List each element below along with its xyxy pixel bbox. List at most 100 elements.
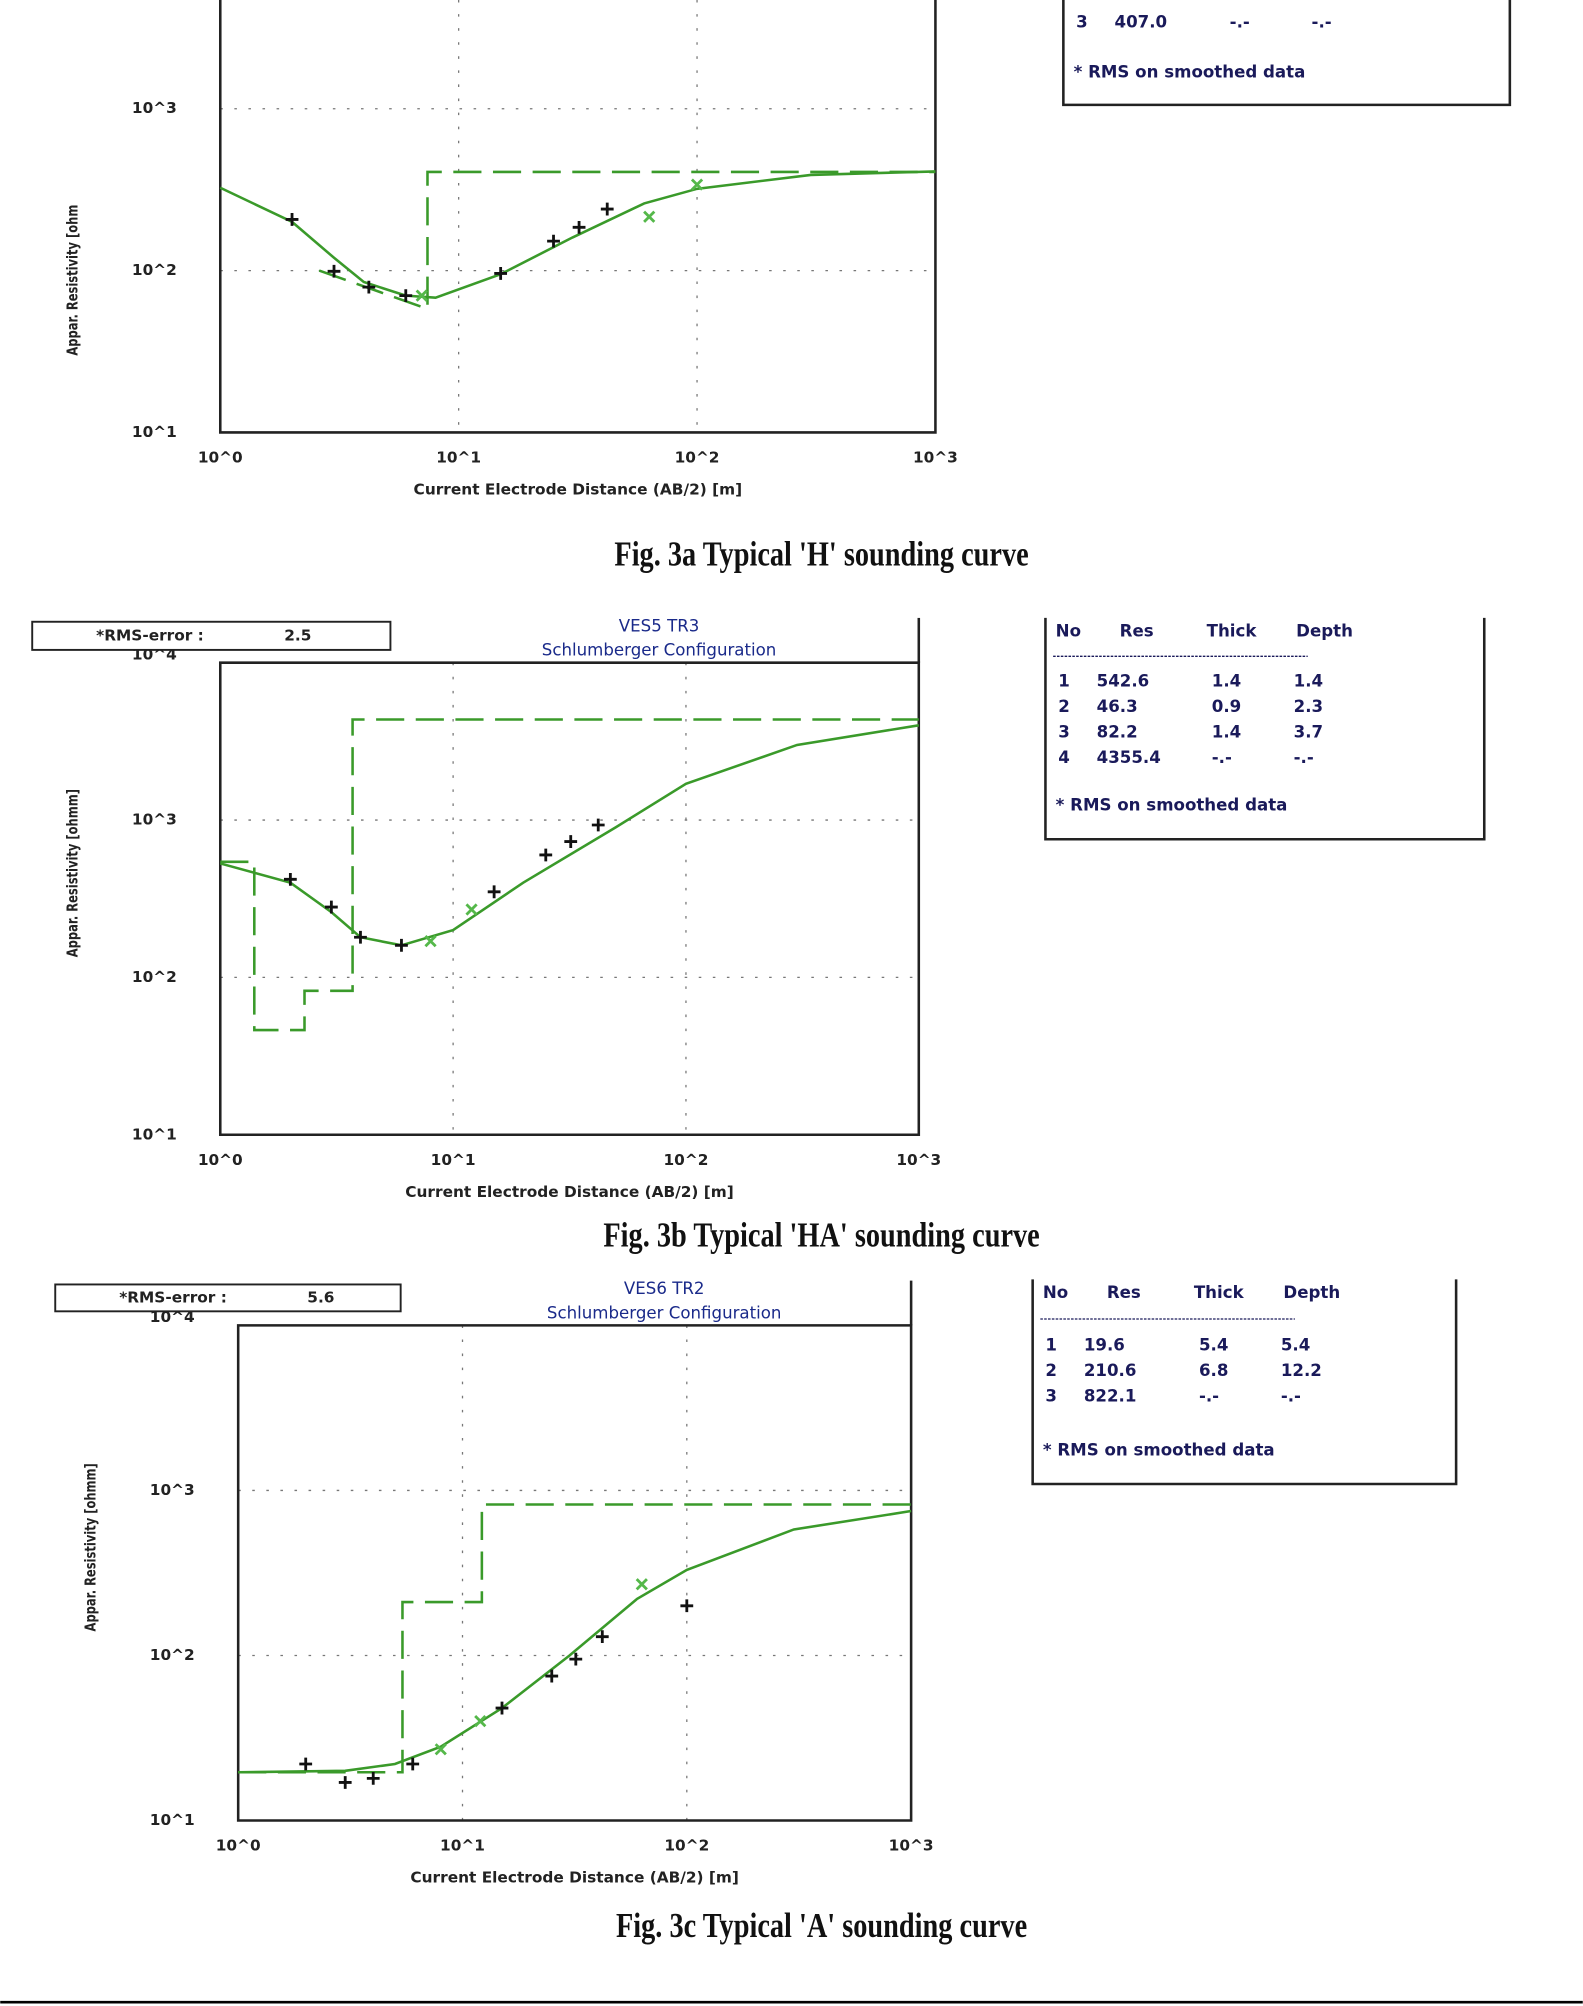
model-curve bbox=[238, 1509, 912, 1774]
smoothed-point bbox=[635, 1578, 648, 1591]
table-header: Thick bbox=[1207, 621, 1258, 640]
table-cell: 5.4 bbox=[1281, 1335, 1310, 1354]
table-cell: 2 bbox=[1045, 1361, 1057, 1380]
table-note: * RMS on smoothed data bbox=[1074, 62, 1306, 81]
table-header: Res bbox=[1120, 621, 1154, 640]
field-point bbox=[324, 900, 338, 914]
field-point bbox=[600, 202, 614, 216]
rms-box bbox=[54, 1283, 402, 1313]
table-cell: -.- bbox=[1312, 13, 1332, 32]
y-axis-label: Appar. Resistivity [ohmm] bbox=[82, 1463, 100, 1631]
y-tick-label: 10^1 bbox=[150, 1811, 195, 1829]
field-point bbox=[545, 1669, 559, 1683]
field-point bbox=[338, 1776, 352, 1789]
table-cell: 210.6 bbox=[1084, 1361, 1137, 1380]
x-tick-label: 10^2 bbox=[664, 1837, 709, 1855]
field-point bbox=[399, 289, 413, 303]
smoothed-point bbox=[643, 210, 656, 223]
table-header: No bbox=[1043, 1283, 1068, 1302]
table-note: * RMS on smoothed data bbox=[1056, 795, 1288, 814]
layer-model bbox=[318, 170, 936, 311]
table-cell: -.- bbox=[1281, 1387, 1301, 1406]
table-cell: 1 bbox=[1045, 1335, 1057, 1354]
table-box bbox=[1062, 0, 1512, 107]
table-cell: 3 bbox=[1058, 723, 1070, 742]
table-cell: 407.0 bbox=[1115, 13, 1168, 32]
field-point bbox=[406, 1757, 420, 1771]
y-tick-label: 10^2 bbox=[132, 261, 177, 279]
x-tick-label: 10^3 bbox=[896, 1151, 941, 1169]
rms-value: 2.5 bbox=[284, 626, 311, 644]
table-box bbox=[1044, 617, 1486, 841]
table-cell: 2.3 bbox=[1294, 697, 1323, 716]
field-point bbox=[354, 930, 367, 944]
x-tick-label: 10^1 bbox=[431, 1151, 476, 1169]
x-tick-label: 10^3 bbox=[913, 449, 958, 467]
smoothed-point bbox=[415, 289, 428, 302]
x-tick-label: 10^2 bbox=[675, 449, 720, 467]
rms-label: *RMS-error : bbox=[96, 626, 204, 644]
table-cell: 19.6 bbox=[1084, 1335, 1125, 1354]
smoothed-point bbox=[424, 935, 437, 948]
field-point bbox=[547, 234, 560, 248]
table-cell: -.- bbox=[1294, 748, 1314, 767]
table-cell: 1.4 bbox=[1212, 671, 1241, 690]
smoothed-point bbox=[465, 903, 478, 916]
y-tick-label: 10^4 bbox=[150, 1308, 195, 1326]
figure-caption: Fig. 3a Typical 'H' sounding curve bbox=[614, 535, 1028, 573]
table-cell: -.- bbox=[1199, 1387, 1219, 1406]
field-point bbox=[595, 1630, 609, 1644]
chart-title: VES6 TR2 bbox=[624, 1279, 705, 1298]
table-cell: 82.2 bbox=[1097, 723, 1138, 742]
table-cell: 2 bbox=[1058, 697, 1070, 716]
rms-value: 5.6 bbox=[307, 1288, 334, 1306]
field-point bbox=[285, 213, 299, 226]
layer-model bbox=[238, 1503, 912, 1774]
table-cell: 542.6 bbox=[1097, 671, 1150, 690]
table-cell: 4355.4 bbox=[1097, 748, 1161, 767]
field-point bbox=[591, 818, 605, 832]
table-header: Depth bbox=[1296, 621, 1353, 640]
table-cell: 1 bbox=[1058, 671, 1070, 690]
table-cell: 4 bbox=[1058, 748, 1070, 767]
field-point bbox=[362, 280, 376, 294]
x-axis-label: Current Electrode Distance (AB/2) [m] bbox=[414, 480, 743, 498]
plot-frame bbox=[236, 1324, 913, 1822]
rms-box bbox=[31, 620, 392, 651]
model-curve bbox=[219, 724, 919, 947]
smoothed-point bbox=[690, 178, 704, 191]
figure-caption: Fig. 3c Typical 'A' sounding curve bbox=[616, 1907, 1027, 1945]
plot-frame bbox=[218, 661, 921, 1137]
y-tick-label: 10^3 bbox=[132, 99, 177, 117]
table-cell: 6.8 bbox=[1199, 1361, 1228, 1380]
x-tick-label: 10^1 bbox=[440, 1837, 485, 1855]
chart-subtitle: Schlumberger Configuration bbox=[542, 641, 777, 660]
y-axis-label: Appar. Resistivity [ohmm] bbox=[64, 789, 82, 957]
table-cell: 3 bbox=[1076, 13, 1088, 32]
field-point bbox=[680, 1599, 694, 1613]
field-point bbox=[539, 848, 553, 862]
table-cell: 1.4 bbox=[1212, 723, 1241, 742]
smoothed-point bbox=[474, 1715, 487, 1728]
table-cell: -.- bbox=[1230, 13, 1250, 32]
field-point bbox=[495, 1701, 509, 1715]
chart-title: VES5 TR3 bbox=[619, 616, 700, 635]
table-cell: 1.4 bbox=[1294, 671, 1323, 690]
layer-model bbox=[220, 718, 919, 1032]
smoothed-point bbox=[434, 1743, 447, 1756]
table-header: Res bbox=[1107, 1283, 1141, 1302]
field-point bbox=[395, 938, 408, 952]
field-point bbox=[283, 872, 297, 886]
table-cell: 0.9 bbox=[1212, 697, 1241, 716]
y-axis-label: Appar. Resistivity [ohm bbox=[64, 205, 82, 356]
table-header: Thick bbox=[1194, 1283, 1245, 1302]
y-tick-label: 10^3 bbox=[132, 811, 177, 829]
plot-frame bbox=[218, 0, 937, 434]
field-point bbox=[494, 267, 508, 280]
chart-subtitle: Schlumberger Configuration bbox=[547, 1303, 782, 1322]
y-tick-label: 10^2 bbox=[150, 1646, 195, 1664]
x-tick-label: 10^3 bbox=[889, 1837, 934, 1855]
field-point bbox=[572, 220, 586, 234]
